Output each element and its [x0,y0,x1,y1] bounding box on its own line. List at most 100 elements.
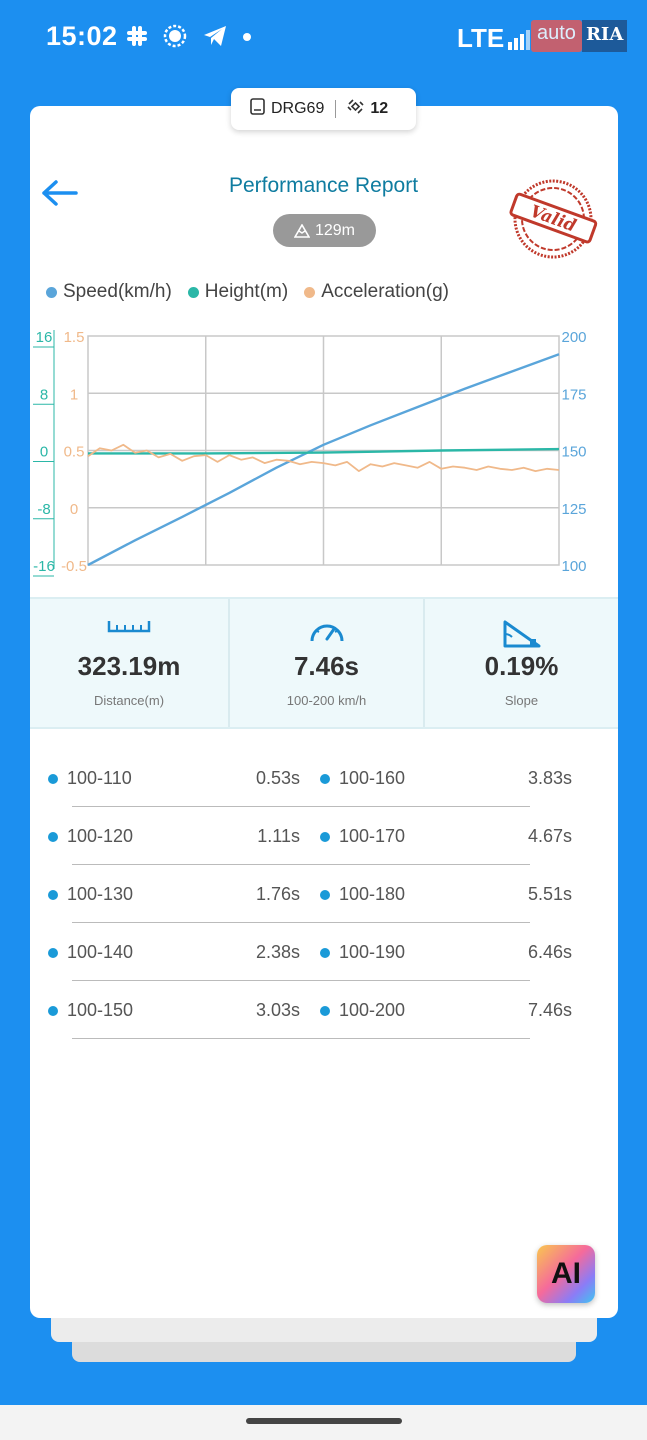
divider [72,980,530,981]
divider [72,806,530,807]
split-time: 4.67s [527,826,572,846]
split-row: 100-190 6.46s [320,934,590,992]
acceleration-series-line [87,443,560,473]
acceleration-axis-tick: 1.5 [64,329,85,346]
bullet-dot [48,832,58,842]
status-bar: 15:02 LTE auto RIA [0,0,647,78]
bullet-dot [48,948,58,958]
arrow-left-icon [42,180,78,206]
notification-dot-icon [242,29,252,47]
stat-time: 7.46s 100-200 km/h [228,599,423,727]
bullet-dot [320,774,330,784]
divider [72,922,530,923]
speed-axis-tick: 100 [561,558,586,575]
split-time: 1.11s [257,826,300,846]
back-button[interactable] [40,178,78,208]
split-range: 100-200 [339,1000,406,1020]
legend-speed[interactable]: Speed(km/h) [46,281,172,303]
stat-label: 100-200 km/h [286,693,367,708]
split-time: 5.51s [527,884,572,904]
mountain-icon [293,223,310,238]
split-range: 100-170 [339,826,406,846]
bullet-dot [48,890,58,900]
speed-axis-tick: 150 [561,444,586,461]
device-name: DRG69 [271,100,325,117]
slope-icon [502,619,542,654]
ruler-icon [107,619,151,638]
device-info-pill[interactable]: DRG69 12 [231,88,416,130]
stat-value: 0.19% [484,651,559,681]
split-row: 100-160 3.83s [320,760,590,818]
stat-value: 7.46s [293,651,360,681]
page-title: Performance Report [228,174,419,197]
split-time: 3.03s [255,1000,300,1020]
split-range: 100-150 [67,1000,134,1020]
legend-dot [304,286,316,298]
acceleration-axis-tick: 0 [70,501,78,518]
ai-assistant-button[interactable]: AI [537,1245,595,1303]
stat-label: Slope [504,693,539,708]
split-range: 100-120 [67,826,134,846]
satellite-count: 12 [370,100,389,117]
speed-axis-tick: 125 [561,501,586,518]
split-time: 0.53s [255,768,300,788]
split-range: 100-180 [339,884,406,904]
telegram-icon [202,24,228,53]
satellite-icon [347,98,364,120]
status-time: 15:02 [46,21,118,51]
speed-series-line [87,353,560,567]
split-row: 100-150 3.03s [48,992,318,1050]
stat-value: 323.19m [77,651,181,681]
split-range: 100-130 [67,884,134,904]
stacked-card-middle [51,1318,597,1342]
divider [335,100,337,118]
bullet-dot [48,774,58,784]
home-gesture-handle[interactable] [246,1418,402,1424]
bullet-dot [320,948,330,958]
split-time: 1.76s [255,884,300,904]
split-time: 3.83s [527,768,572,788]
valid-stamp: Valid [507,177,599,261]
signal-messenger-icon [162,23,188,54]
split-row: 100-110 0.53s [48,760,318,818]
stat-distance: 323.19m Distance(m) [30,599,228,727]
legend-dot [46,286,57,298]
split-row: 100-170 4.67s [320,818,590,876]
legend-dot [187,286,199,298]
signal-strength-icon [507,28,531,50]
bullet-dot [320,832,330,842]
bullet-dot [48,1006,58,1016]
legend-height[interactable]: Height(m) [187,281,288,303]
split-range: 100-140 [67,942,134,962]
chart-legend: Speed(km/h) Height(m) Acceleration(g) [46,281,465,303]
device-icon [250,98,265,120]
split-time: 6.46s [527,942,572,962]
divider [72,1038,530,1039]
stat-label: Distance(m) [93,693,165,708]
height-axis-tick: -16 [33,558,55,575]
split-row: 100-130 1.76s [48,876,318,934]
status-icons [126,24,252,52]
height-value: 129m [314,221,356,239]
speed-axis-tick: 200 [561,329,586,346]
speedometer-icon [309,619,345,648]
ai-label: AI [551,1257,581,1290]
split-range: 100-110 [67,768,132,788]
height-series-line [88,447,560,455]
height-axis-tick: 0 [40,444,48,461]
split-row: 100-200 7.46s [320,992,590,1050]
speed-axis-tick: 175 [561,386,586,403]
performance-chart: 16 8 0 -8 -16 1.5 1 0.5 0 -0.5 200 175 150 125 100 [33,329,587,577]
acceleration-axis-tick: 0.5 [64,444,85,461]
legend-acceleration[interactable]: Acceleration(g) [304,281,449,303]
split-range: 100-160 [339,768,406,788]
stats-panel: 323.19m Distance(m) 7.46s 100-200 km/h 0… [30,597,618,729]
split-row: 100-180 5.51s [320,876,590,934]
acceleration-axis-tick: -0.5 [61,558,87,575]
divider [72,864,530,865]
split-time: 2.38s [255,942,300,962]
height-axis-tick: -8 [37,501,50,518]
height-axis-tick: 16 [36,329,53,346]
height-badge: 129m [273,214,376,247]
slack-icon [126,25,148,52]
